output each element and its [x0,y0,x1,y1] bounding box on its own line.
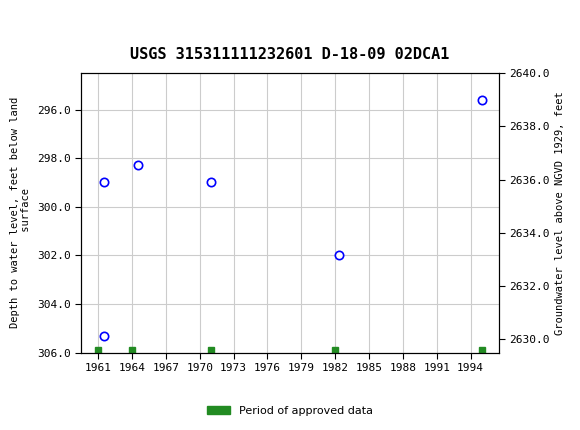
Legend: Period of approved data: Period of approved data [203,401,377,420]
Text: ≡USGS: ≡USGS [12,16,78,36]
Y-axis label: Groundwater level above NGVD 1929, feet: Groundwater level above NGVD 1929, feet [555,91,566,335]
Text: USGS 315311111232601 D-18-09 02DCA1: USGS 315311111232601 D-18-09 02DCA1 [130,47,450,62]
Y-axis label: Depth to water level, feet below land
 surface: Depth to water level, feet below land su… [10,97,31,329]
